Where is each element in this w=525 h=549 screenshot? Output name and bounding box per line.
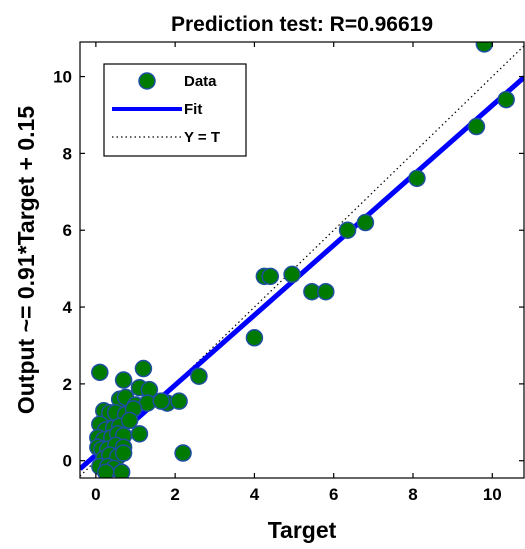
data-point — [152, 392, 171, 410]
data-point — [120, 411, 139, 430]
legend-label-data: Data — [184, 73, 217, 90]
data-point — [114, 444, 133, 462]
y-axis-label: Output ~= 0.91*Target + 0.15 — [13, 106, 39, 414]
y-tick-label: 10 — [53, 68, 72, 87]
y-tick-label: 0 — [63, 452, 72, 471]
x-tick-label: 10 — [483, 485, 502, 504]
x-tick-label: 0 — [91, 485, 100, 504]
y-tick-label: 2 — [63, 375, 72, 394]
axes: 0 2 4 6 8 10 0 2 4 6 8 10 — [53, 41, 525, 504]
data-point — [91, 363, 109, 382]
data-point — [190, 367, 208, 385]
data-point — [317, 282, 335, 301]
data-point — [134, 359, 153, 378]
data-markers — [89, 42, 515, 478]
y-tick-label: 4 — [63, 298, 73, 317]
data-point — [497, 90, 515, 109]
legend: Data Fit Y = T — [103, 63, 247, 157]
x-tick-label: 2 — [170, 485, 179, 504]
data-point — [174, 444, 192, 462]
legend-label-fit: Fit — [184, 101, 202, 118]
data-point — [356, 213, 375, 232]
y-tick-label: 8 — [63, 144, 72, 163]
data-point — [283, 265, 301, 284]
data-point — [408, 169, 426, 188]
data-point — [170, 392, 188, 410]
data-point — [112, 463, 131, 478]
data-point — [338, 221, 357, 239]
x-tick-label: 6 — [329, 485, 338, 504]
x-tick-label: 4 — [250, 485, 260, 504]
y-tick-label: 6 — [63, 221, 72, 240]
data-point — [261, 267, 280, 286]
x-axis-label: Target — [268, 517, 337, 543]
data-point — [114, 371, 133, 389]
chart-title: Prediction test: R=0.96619 — [171, 13, 433, 36]
legend-data-marker — [138, 72, 156, 90]
plot-frame — [79, 41, 525, 479]
data-point — [467, 117, 486, 136]
x-tick-label: 8 — [408, 485, 417, 504]
data-point — [130, 425, 149, 443]
data-point — [245, 329, 264, 347]
legend-label-identity: Y = T — [184, 129, 220, 146]
